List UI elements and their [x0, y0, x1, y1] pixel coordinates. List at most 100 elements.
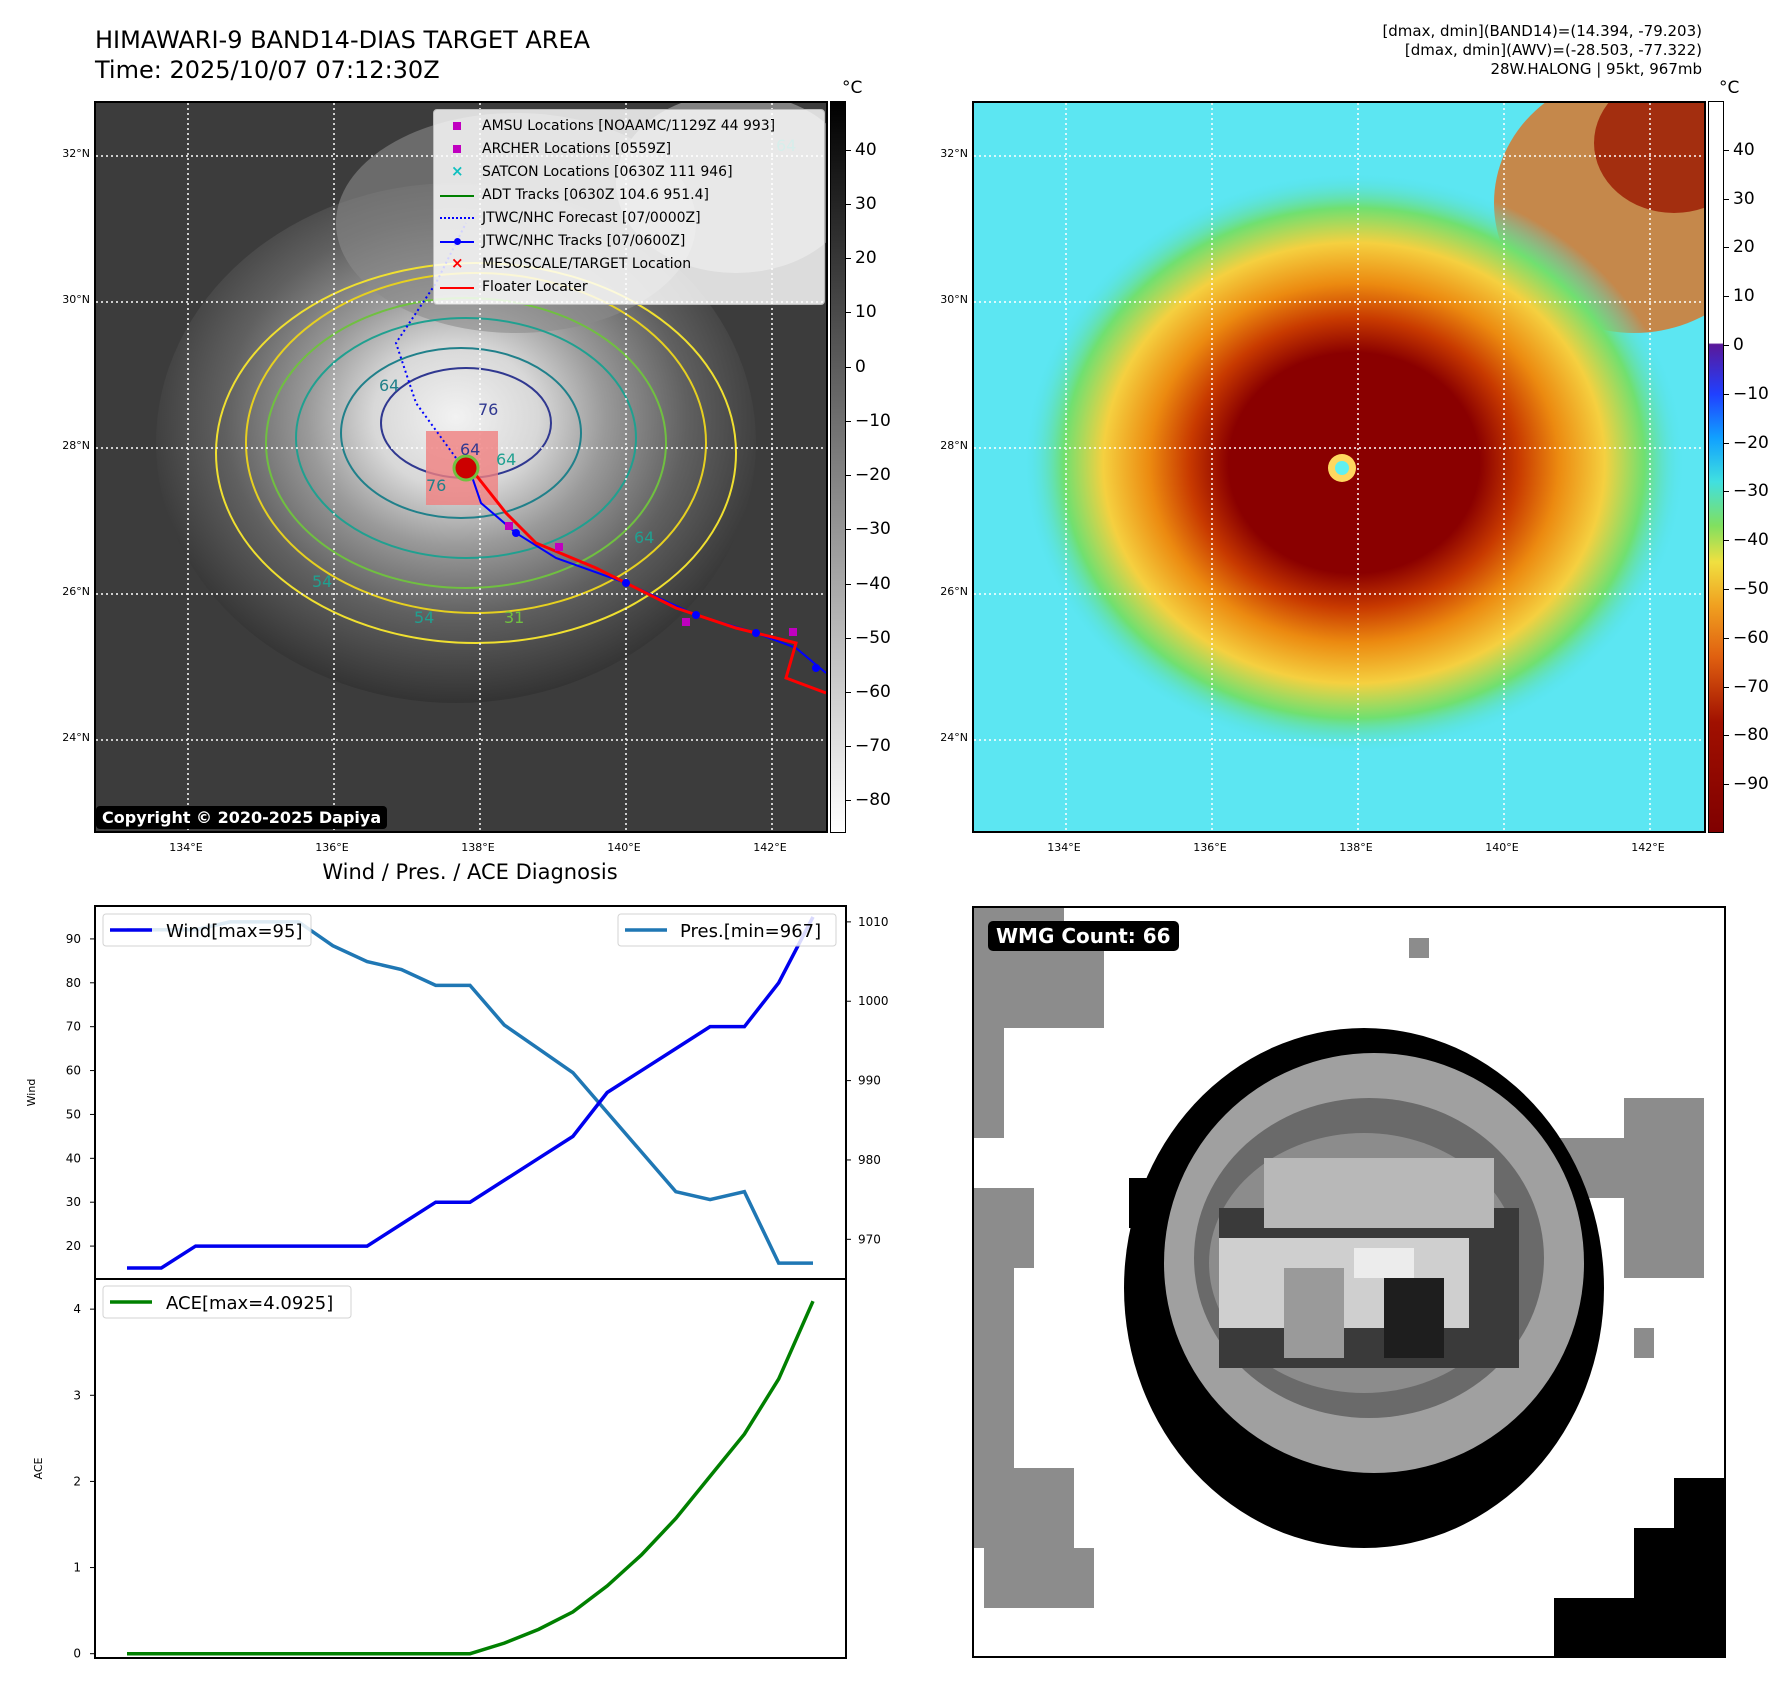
- legend-marker: [440, 280, 474, 294]
- amsu-markers: [505, 522, 797, 636]
- colorbar-tick: [1724, 345, 1729, 346]
- diagnosis-chart: 203040506070809097098099010001010WindPre…: [25, 905, 889, 1661]
- contour-label: 64: [496, 450, 516, 469]
- colorbar-tick-label: −40: [1733, 530, 1769, 551]
- awv-map-image: [974, 103, 1704, 831]
- colorbar-tick: [1724, 637, 1729, 639]
- info-awv: [dmax, dmin](AWV)=(-28.503, -77.322): [1404, 41, 1702, 59]
- colorbar-tick: [1724, 247, 1729, 249]
- legend-label: MESOSCALE/TARGET Location: [482, 256, 692, 272]
- colorbar-tick-label: 20: [855, 248, 877, 269]
- wind-y-tick-label: 40: [66, 1151, 81, 1165]
- ace-legend-label: ACE[max=4.0925]: [166, 1293, 333, 1314]
- legend-marker: [440, 188, 474, 202]
- wind-axis-label: Wind: [25, 1079, 38, 1107]
- lat-label: 24°N: [62, 731, 90, 744]
- colorbar-tick-label: −70: [1733, 676, 1769, 697]
- legend-label: JTWC/NHC Tracks [07/0600Z]: [482, 233, 686, 249]
- colorbar-tick-label: −30: [855, 519, 891, 540]
- legend-marker: ×: [451, 162, 464, 180]
- contour-label: 54: [414, 608, 434, 627]
- lat-label: 30°N: [62, 293, 90, 306]
- contour-teal: [295, 317, 637, 559]
- lon-label: 136°E: [1193, 841, 1227, 854]
- lon-label: 134°E: [169, 841, 203, 854]
- colorbar-tick-label: −40: [855, 573, 891, 594]
- colorbar-tick-label: −90: [1733, 774, 1769, 795]
- colorbar-tick: [1724, 296, 1729, 298]
- colorbar-tick-label: −20: [855, 465, 891, 486]
- wind-line: [127, 916, 815, 1270]
- lat-label: 30°N: [940, 293, 968, 306]
- colorbar-tick: [846, 475, 851, 477]
- wind-y-tick-label: 80: [66, 976, 81, 990]
- legend-item: AMSU Locations [NOAAMC/1129Z 44 993]: [440, 116, 775, 136]
- colorbar-tick: [846, 312, 851, 314]
- ace-line: [127, 1300, 815, 1656]
- legend-item: ADT Tracks [0630Z 104.6 951.4]: [440, 185, 709, 205]
- legend-item: ARCHER Locations [0559Z]: [440, 139, 671, 159]
- colorbar-tick-label: −60: [855, 682, 891, 703]
- wind-y-tick-label: 20: [66, 1239, 81, 1253]
- wind-y-tick-label: 90: [66, 932, 81, 946]
- legend-label: AMSU Locations [NOAAMC/1129Z 44 993]: [482, 118, 776, 134]
- legend-item: JTWC/NHC Tracks [07/0600Z]: [440, 231, 685, 251]
- colorbar-tick-label: 10: [1733, 286, 1755, 307]
- legend-marker: [440, 119, 474, 133]
- map-legend: AMSU Locations [NOAAMC/1129Z 44 993] ARCH…: [433, 109, 825, 305]
- lon-label: 140°E: [607, 841, 641, 854]
- info-band14: [dmax, dmin](BAND14)=(14.394, -79.203): [1382, 22, 1702, 40]
- colorbar-tick-label: 0: [1733, 335, 1744, 355]
- colorbar-tick-label: 40: [855, 139, 877, 160]
- right-colorbar-unit: °C: [1719, 78, 1740, 98]
- legend-label: ARCHER Locations [0559Z]: [482, 141, 672, 157]
- awv-gridlines: [974, 103, 1704, 831]
- colorbar-tick-label: −10: [855, 410, 891, 431]
- ace-y-tick-label: 1: [73, 1561, 81, 1575]
- lon-label: 134°E: [1047, 841, 1081, 854]
- colorbar-tick-label: −50: [855, 627, 891, 648]
- colorbar-tick: [846, 420, 851, 422]
- wmg-count-badge: WMG Count: 66: [988, 921, 1179, 951]
- colorbar-tick-label: −80: [855, 790, 891, 811]
- contour-label: 76: [426, 476, 446, 495]
- wind-pressure-chart: 20 30 40 50 60 70 80 90 970 980 990 1000 1010 Wind Pre…: [25, 905, 889, 1280]
- wind-legend-box: [102, 913, 312, 947]
- legend-item: × SATCON Locations [0630Z 111 946]: [440, 162, 733, 182]
- legend-label: ADT Tracks [0630Z 104.6 951.4]: [482, 187, 709, 203]
- contour-label: 31: [504, 608, 524, 627]
- colorbar-tick-label: 20: [1733, 237, 1755, 258]
- lat-label: 32°N: [62, 147, 90, 160]
- ace-legend-box: [102, 1285, 352, 1319]
- left-colorbar-unit: °C: [842, 78, 863, 98]
- ir-map-panel: 64 76 64 76 64 54 54 31 64 64 AMSU Locat…: [94, 101, 828, 833]
- legend-item: Floater Locater: [440, 277, 588, 297]
- colorbar-tick-label: 10: [855, 302, 877, 323]
- colorbar-tick-label: 0: [855, 356, 866, 377]
- colorbar-tick: [846, 366, 851, 368]
- colorbar-tick: [846, 258, 851, 260]
- colorbar-tick: [846, 204, 851, 206]
- contour-teal-inner: [340, 347, 582, 519]
- lon-label: 142°E: [1631, 841, 1665, 854]
- colorbar-tick: [846, 746, 851, 748]
- ace-y-tick-label: 2: [73, 1474, 81, 1488]
- colorbar-tick-label: 40: [1733, 139, 1755, 160]
- lon-label: 140°E: [1485, 841, 1519, 854]
- lon-label: 142°E: [753, 841, 787, 854]
- legend-item: × MESOSCALE/TARGET Location: [440, 254, 691, 274]
- right-colorbar: [1708, 101, 1724, 833]
- legend-item: JTWC/NHC Forecast [07/0000Z]: [440, 208, 701, 228]
- wind-y-tick-label: 70: [66, 1020, 81, 1034]
- lon-label: 138°E: [1339, 841, 1373, 854]
- colorbar-tick: [846, 637, 851, 639]
- legend-label: SATCON Locations [0630Z 111 946]: [482, 164, 733, 180]
- lat-label: 26°N: [940, 585, 968, 598]
- lat-label: 26°N: [62, 585, 90, 598]
- wmg-image: [974, 908, 1724, 1656]
- colorbar-tick: [1724, 198, 1729, 200]
- ace-y-tick-label: 0: [73, 1647, 81, 1661]
- pressure-y-tick-label: 980: [858, 1153, 881, 1167]
- colorbar-tick-label: −20: [1733, 432, 1769, 453]
- awv-map-panel: [972, 101, 1706, 833]
